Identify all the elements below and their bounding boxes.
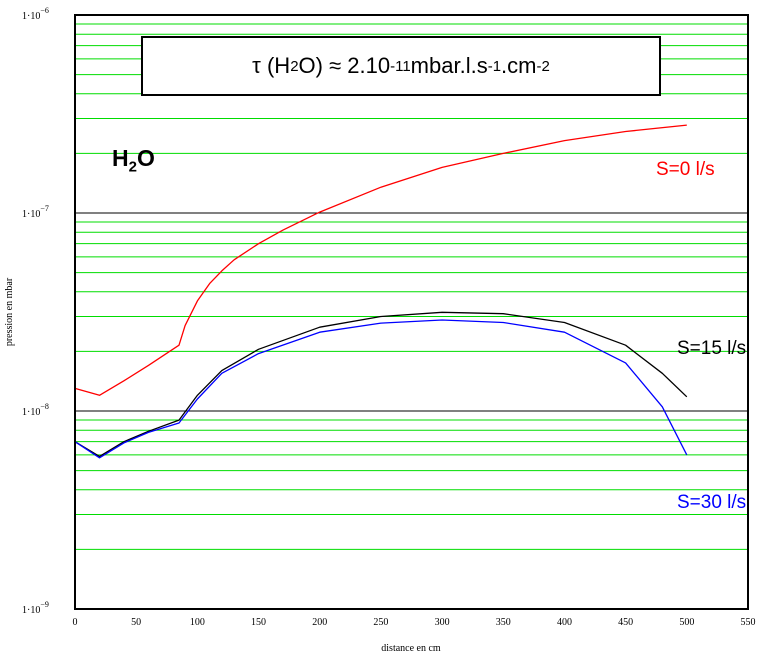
x-tick-label: 450: [618, 617, 633, 628]
x-tick-label: 150: [251, 617, 266, 628]
formula-exponent-1: -11: [390, 57, 411, 75]
x-tick-label: 250: [373, 617, 388, 628]
species-label: H2O: [112, 145, 155, 176]
species-subscript: 2: [128, 158, 137, 176]
x-tick-labels: 0 50 100 150 200 250 300 350 400 450 500 550: [73, 617, 756, 628]
grid-lines: [75, 23, 748, 550]
x-tick-label: 350: [496, 617, 511, 628]
y-tick-label: 1·10−6: [22, 6, 49, 22]
x-tick-label: 200: [312, 617, 327, 628]
formula-exponent-3: -2: [536, 57, 550, 75]
series-lines: [74, 124, 688, 459]
x-tick-label: 550: [741, 617, 756, 628]
series-line-0: [74, 124, 687, 396]
formula-mid: O) ≈ 2.10: [298, 53, 391, 78]
y-tick-label: 1·10−7: [22, 204, 49, 220]
series-label-s0: S=0 l/s: [656, 159, 715, 180]
x-tick-label: 300: [435, 617, 450, 628]
series-label-s15: S=15 l/s: [677, 338, 747, 359]
series-line-2: [74, 319, 688, 459]
formula-subscript: 2: [290, 57, 299, 75]
formula-prefix: τ (H: [252, 53, 291, 78]
x-tick-label: 100: [190, 617, 205, 628]
x-tick-label: 0: [73, 617, 78, 628]
x-tick-label: 400: [557, 617, 572, 628]
species-main: H: [112, 145, 129, 171]
formula-exponent-2: -1: [487, 57, 502, 75]
y-tick-label: 1·10−8: [22, 402, 49, 418]
x-tick-label: 500: [679, 617, 694, 628]
y-axis-label: pression en mbar: [4, 277, 15, 346]
species-end: O: [136, 145, 155, 171]
series-line-1: [74, 311, 688, 458]
y-tick-label: 1·10−9: [22, 600, 49, 616]
formula-annotation-box: τ (H 2 O) ≈ 2.10 -11 mbar.l.s -1 .cm -2: [141, 36, 661, 96]
y-tick-labels: 1·10−9 1·10−8 1·10−7 1·10−6: [22, 6, 49, 616]
series-label-s30: S=30 l/s: [677, 492, 747, 513]
plot-frame: [74, 14, 749, 610]
formula-unit-2: .cm: [501, 53, 537, 78]
formula-unit-1: mbar.l.s: [410, 53, 488, 78]
x-axis-label: distance en cm: [381, 643, 441, 654]
x-tick-label: 50: [131, 617, 141, 628]
